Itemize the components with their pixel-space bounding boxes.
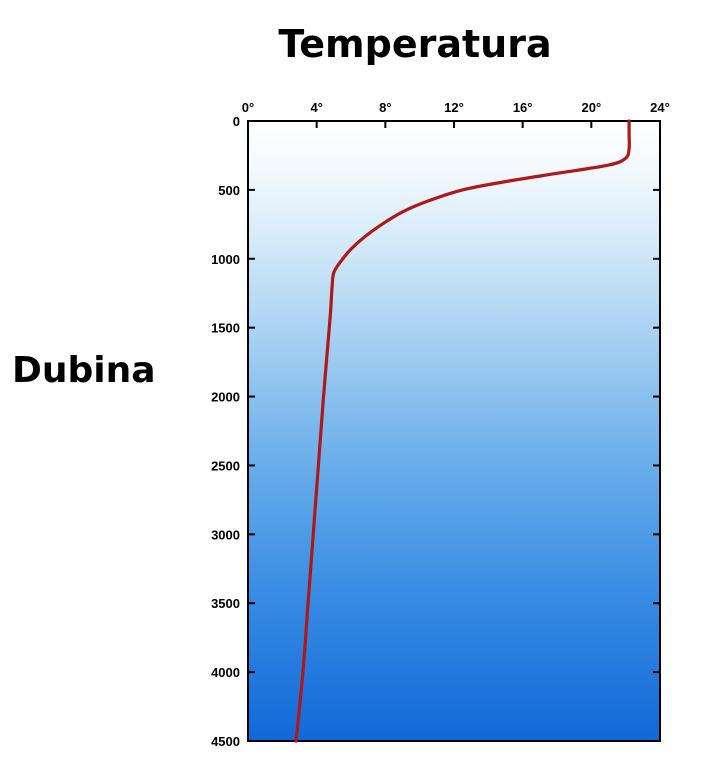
temperature-profile-line — [294, 119, 631, 743]
y-tick-label: 3500 — [211, 596, 240, 611]
plot-background — [248, 121, 660, 741]
y-tick-label: 1500 — [211, 321, 240, 336]
x-tick-label: 16° — [513, 100, 533, 115]
y-axis-label: Dubina — [12, 350, 156, 391]
y-tick-label: 1000 — [211, 252, 240, 267]
y-tick-label: 2000 — [211, 390, 240, 405]
x-tick-label: 4° — [310, 100, 322, 115]
x-tick-label: 12° — [444, 100, 464, 115]
x-tick-label: 0° — [242, 100, 254, 115]
x-tick-label: 8° — [379, 100, 391, 115]
y-tick-label: 3000 — [211, 527, 240, 542]
y-tick-label: 0 — [233, 114, 240, 129]
y-tick-label: 500 — [218, 183, 240, 198]
y-tick-label: 4500 — [211, 734, 240, 749]
chart-title: Temperatura — [278, 22, 552, 66]
x-tick-label: 24° — [650, 100, 670, 115]
y-tick-label: 2500 — [211, 458, 240, 473]
y-tick-label: 4000 — [211, 665, 240, 680]
x-tick-label: 20° — [581, 100, 601, 115]
